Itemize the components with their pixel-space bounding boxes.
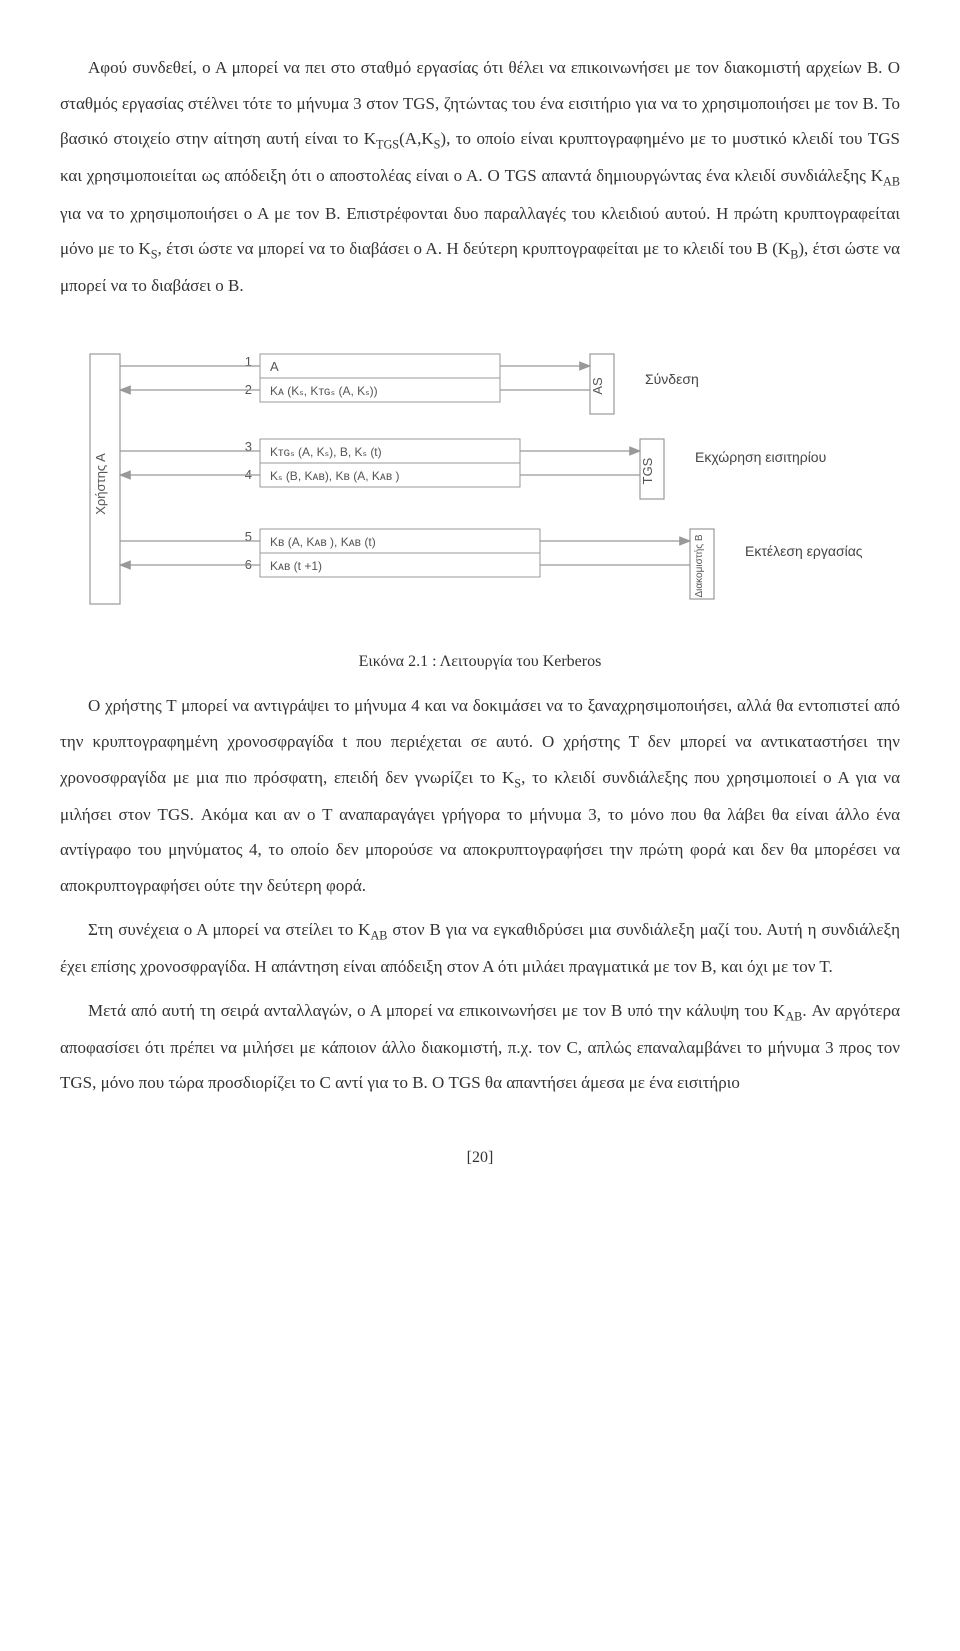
msg5-text: Kʙ (A, Kᴀʙ ), Kᴀʙ (t) — [270, 535, 376, 549]
msg2-text: Kᴀ (Kₛ, Kᴛɢₛ (A, Kₛ)) — [270, 384, 378, 398]
msg1-text: A — [270, 359, 279, 374]
text: (A,K — [399, 129, 433, 148]
sub: S — [151, 248, 158, 262]
kerberos-diagram: Χρήστης Α AS Σύνδεση TGS Εκχώρηση εισιτη… — [60, 334, 900, 678]
msg3-num: 3 — [245, 439, 252, 454]
text: Στη συνέχεια ο Α μπορεί να στείλει το K — [88, 920, 370, 939]
paragraph-4: Μετά από αυτή τη σειρά ανταλλαγών, ο Α μ… — [60, 993, 900, 1101]
paragraph-2: Ο χρήστης Τ μπορεί να αντιγράψει το μήνυ… — [60, 688, 900, 904]
sub: AB — [785, 1009, 802, 1023]
msg1-num: 1 — [245, 354, 252, 369]
msg1-box — [260, 354, 500, 378]
paragraph-3: Στη συνέχεια ο Α μπορεί να στείλει το KA… — [60, 912, 900, 985]
tgs-label: TGS — [640, 457, 655, 484]
text: , έτσι ώστε να μπορεί να το διαβάσει ο Α… — [158, 239, 791, 258]
phase1-label: Σύνδεση — [645, 371, 699, 387]
diagram-svg: Χρήστης Α AS Σύνδεση TGS Εκχώρηση εισιτη… — [60, 334, 880, 624]
msg4-text: Kₛ (B, Kᴀʙ), Kʙ (A, Kᴀʙ ) — [270, 469, 400, 483]
msg6-text: Kᴀʙ (t +1) — [270, 559, 322, 573]
sub: AB — [883, 175, 900, 189]
msg5-num: 5 — [245, 529, 252, 544]
phase2-label-1: Εκχώρηση εισιτηρίου — [695, 449, 826, 465]
paragraph-1: Αφού συνδεθεί, ο Α μπορεί να πει στο στα… — [60, 50, 900, 304]
text: Μετά από αυτή τη σειρά ανταλλαγών, ο Α μ… — [88, 1001, 785, 1020]
page-number: [20] — [60, 1141, 900, 1175]
as-label: AS — [590, 377, 605, 395]
msg3-text: Kᴛɢₛ (A, Kₛ), B, Kₛ (t) — [270, 445, 382, 459]
phase3-label-1: Εκτέλεση εργασίας — [745, 543, 863, 559]
diagram-caption: Εικόνα 2.1 : Λειτουργία του Kerberos — [60, 645, 900, 679]
server-label: Διακομιστής B — [693, 534, 705, 597]
sub: AB — [370, 928, 387, 942]
sub: TGS — [376, 138, 399, 152]
user-label: Χρήστης Α — [93, 453, 108, 515]
